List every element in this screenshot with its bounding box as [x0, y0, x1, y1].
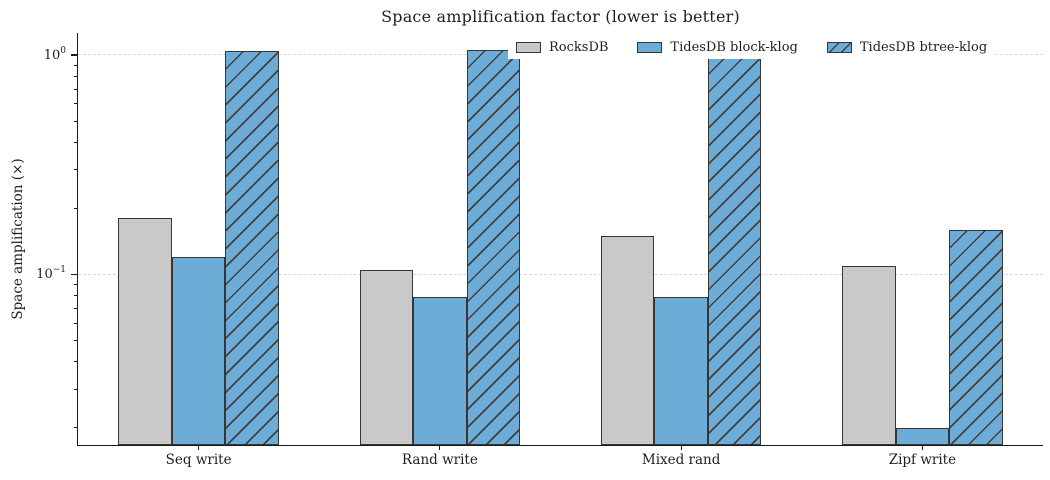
x-category-label-zipf-write: Zipf write — [888, 452, 957, 468]
legend-label-tidesdb-btree-klog: TidesDB btree-klog — [859, 40, 988, 55]
bar-rocksdb-rand-write — [359, 269, 414, 445]
chart-title: Space amplification factor (lower is bet… — [381, 7, 740, 26]
y-minor-tick — [73, 169, 77, 171]
legend-label-tidesdb-block-klog: TidesDB block-klog — [670, 40, 798, 55]
y-minor-tick — [73, 322, 77, 324]
y-minor-tick — [73, 427, 77, 429]
y-major-tick — [70, 54, 77, 56]
x-category-label-rand-write: Rand write — [401, 452, 478, 468]
bar-tidesdb-btree-klog-zipf-write — [949, 229, 1003, 445]
legend: RocksDB TidesDB block-klog TidesDB btree-k… — [508, 36, 996, 59]
bar-rocksdb-zipf-write — [842, 266, 896, 445]
gridline — [78, 273, 1043, 275]
y-tick-label: 100 — [43, 46, 66, 64]
x-axis-line — [76, 445, 1043, 447]
y-tick-label: 10−1 — [36, 265, 66, 283]
y-minor-tick — [73, 295, 77, 297]
y-minor-tick — [73, 120, 77, 122]
bar-tidesdb-btree-klog-rand-write — [466, 50, 521, 445]
bar-tidesdb-btree-klog-mixed-rand — [707, 55, 762, 445]
y-minor-tick — [73, 283, 77, 285]
legend-swatch-rocksdb — [516, 42, 541, 53]
y-minor-tick — [73, 75, 77, 77]
y-axis-line — [76, 33, 78, 445]
bar-tidesdb-btree-klog-seq-write — [225, 51, 279, 445]
y-axis-label: Space amplification (×) — [10, 158, 26, 320]
y-minor-tick — [73, 307, 77, 309]
y-minor-tick — [73, 361, 77, 363]
x-tick — [439, 446, 441, 451]
x-tick — [921, 446, 923, 451]
y-minor-tick — [73, 88, 77, 90]
legend-item-tidesdb-block-klog: TidesDB block-klog — [637, 40, 798, 55]
legend-item-tidesdb-btree-klog: TidesDB btree-klog — [826, 40, 988, 55]
bar-rocksdb-mixed-rand — [600, 235, 655, 445]
x-category-label-seq-write: Seq write — [165, 452, 232, 468]
bar-tidesdb-block-klog-zipf-write — [895, 427, 950, 445]
x-tick — [680, 446, 682, 451]
legend-swatch-tidesdb-btree-klog — [826, 42, 852, 53]
bar-rocksdb-seq-write — [118, 218, 172, 445]
legend-item-rocksdb: RocksDB — [516, 40, 608, 55]
legend-label-rocksdb: RocksDB — [549, 40, 609, 55]
y-minor-tick — [73, 64, 77, 66]
y-minor-tick — [73, 388, 77, 390]
y-major-tick — [70, 273, 77, 276]
bar-tidesdb-block-klog-mixed-rand — [654, 296, 708, 445]
legend-swatch-tidesdb-block-klog — [637, 42, 663, 53]
x-category-label-mixed-rand: Mixed rand — [641, 452, 721, 468]
y-minor-tick — [73, 141, 77, 143]
y-minor-tick — [73, 339, 77, 341]
y-minor-tick — [73, 103, 77, 105]
y-minor-tick — [73, 207, 77, 209]
bar-tidesdb-block-klog-rand-write — [413, 296, 467, 445]
bar-tidesdb-block-klog-seq-write — [171, 257, 226, 445]
x-tick — [198, 446, 200, 451]
